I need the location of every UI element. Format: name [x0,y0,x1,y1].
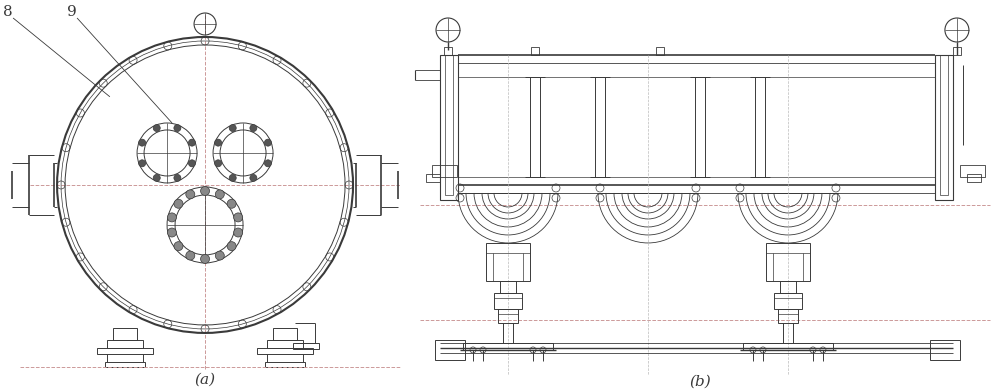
Bar [500,281,516,293]
Bar [440,55,458,200]
Circle shape [227,199,236,208]
Circle shape [167,213,176,222]
Circle shape [229,124,236,131]
Bar [778,309,798,323]
Circle shape [215,139,222,146]
Bar [107,340,143,348]
Circle shape [139,139,146,146]
Bar [743,343,833,350]
Bar [293,343,319,349]
Circle shape [186,190,195,199]
Circle shape [174,174,181,181]
Bar [486,243,530,281]
Bar [445,55,453,195]
Bar [265,362,305,367]
Circle shape [264,139,271,146]
Bar [930,340,960,360]
Text: 8: 8 [3,5,13,19]
Bar [935,55,953,200]
Circle shape [227,242,236,251]
Circle shape [174,199,183,208]
Circle shape [264,160,271,167]
Bar [780,281,796,293]
Circle shape [174,124,181,131]
Bar [498,309,518,323]
Circle shape [186,251,195,260]
Circle shape [215,251,224,260]
Circle shape [250,124,257,131]
Bar [463,343,553,350]
Circle shape [234,213,243,222]
Circle shape [250,174,257,181]
Circle shape [189,160,195,167]
Bar [273,328,297,340]
Circle shape [139,160,146,167]
Text: (a): (a) [194,373,216,387]
Bar [444,47,452,55]
Circle shape [215,190,224,199]
Circle shape [153,124,160,131]
Circle shape [167,228,176,237]
Bar [257,348,313,354]
Bar [494,293,522,309]
Circle shape [215,160,222,167]
Circle shape [153,174,160,181]
Circle shape [234,228,243,237]
Bar [267,340,303,348]
Bar [435,340,465,360]
Bar [960,165,985,177]
Bar [105,362,145,367]
Bar [426,174,440,182]
Circle shape [174,242,183,251]
Bar [774,293,802,309]
Bar [97,348,153,354]
Circle shape [189,139,195,146]
Bar [531,47,539,55]
Circle shape [201,255,210,264]
Bar [967,174,981,182]
Bar [113,328,137,340]
Circle shape [229,174,236,181]
Circle shape [201,187,210,196]
Bar [953,47,961,55]
Bar [432,165,457,177]
Bar [940,55,948,195]
Bar [656,47,664,55]
Text: 9: 9 [67,5,77,19]
Text: (b): (b) [689,375,711,389]
Bar [766,243,810,281]
